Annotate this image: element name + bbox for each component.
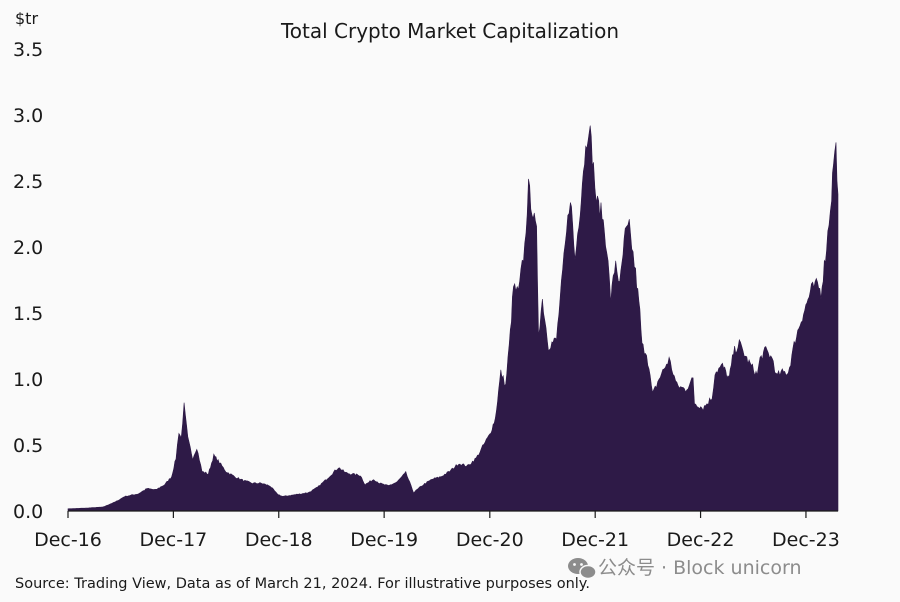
y-tick-label: 2.0 xyxy=(13,237,43,259)
y-tick-label: 2.5 xyxy=(13,171,43,193)
x-tick-label: Dec-18 xyxy=(245,529,313,551)
y-tick-label: 0.5 xyxy=(13,435,43,457)
y-tick-label: 1.5 xyxy=(13,303,43,325)
x-tick-label: Dec-22 xyxy=(667,529,735,551)
x-axis-ticks: Dec-16 Dec-17 Dec-18 Dec-19 Dec-20 Dec-21 Dec-… xyxy=(34,511,840,551)
watermark-text: 公众号 · Block unicorn xyxy=(598,557,802,579)
plot-area xyxy=(67,125,839,512)
y-tick-label: 3.0 xyxy=(13,105,43,127)
y-tick-label: 1.0 xyxy=(13,369,43,391)
chart-title: Total Crypto Market Capitalization xyxy=(280,19,619,43)
source-note: Source: Trading View, Data as of March 2… xyxy=(15,576,590,592)
wechat-icon xyxy=(568,558,597,580)
x-tick-label: Dec-16 xyxy=(34,529,102,551)
market-cap-area xyxy=(67,125,839,512)
x-tick-label: Dec-23 xyxy=(772,529,840,551)
watermark: 公众号 · Block unicorn xyxy=(568,557,802,580)
y-tick-label: 0.0 xyxy=(13,501,43,523)
x-tick-label: Dec-21 xyxy=(561,529,629,551)
y-tick-label: 3.5 xyxy=(13,39,43,61)
y-axis-unit-label: $tr xyxy=(15,9,38,28)
y-axis-ticks: 0.0 0.5 1.0 1.5 2.0 2.5 3.0 3.5 xyxy=(13,39,43,523)
x-tick-label: Dec-19 xyxy=(350,529,418,551)
x-tick-label: Dec-17 xyxy=(139,529,207,551)
x-tick-label: Dec-20 xyxy=(456,529,524,551)
